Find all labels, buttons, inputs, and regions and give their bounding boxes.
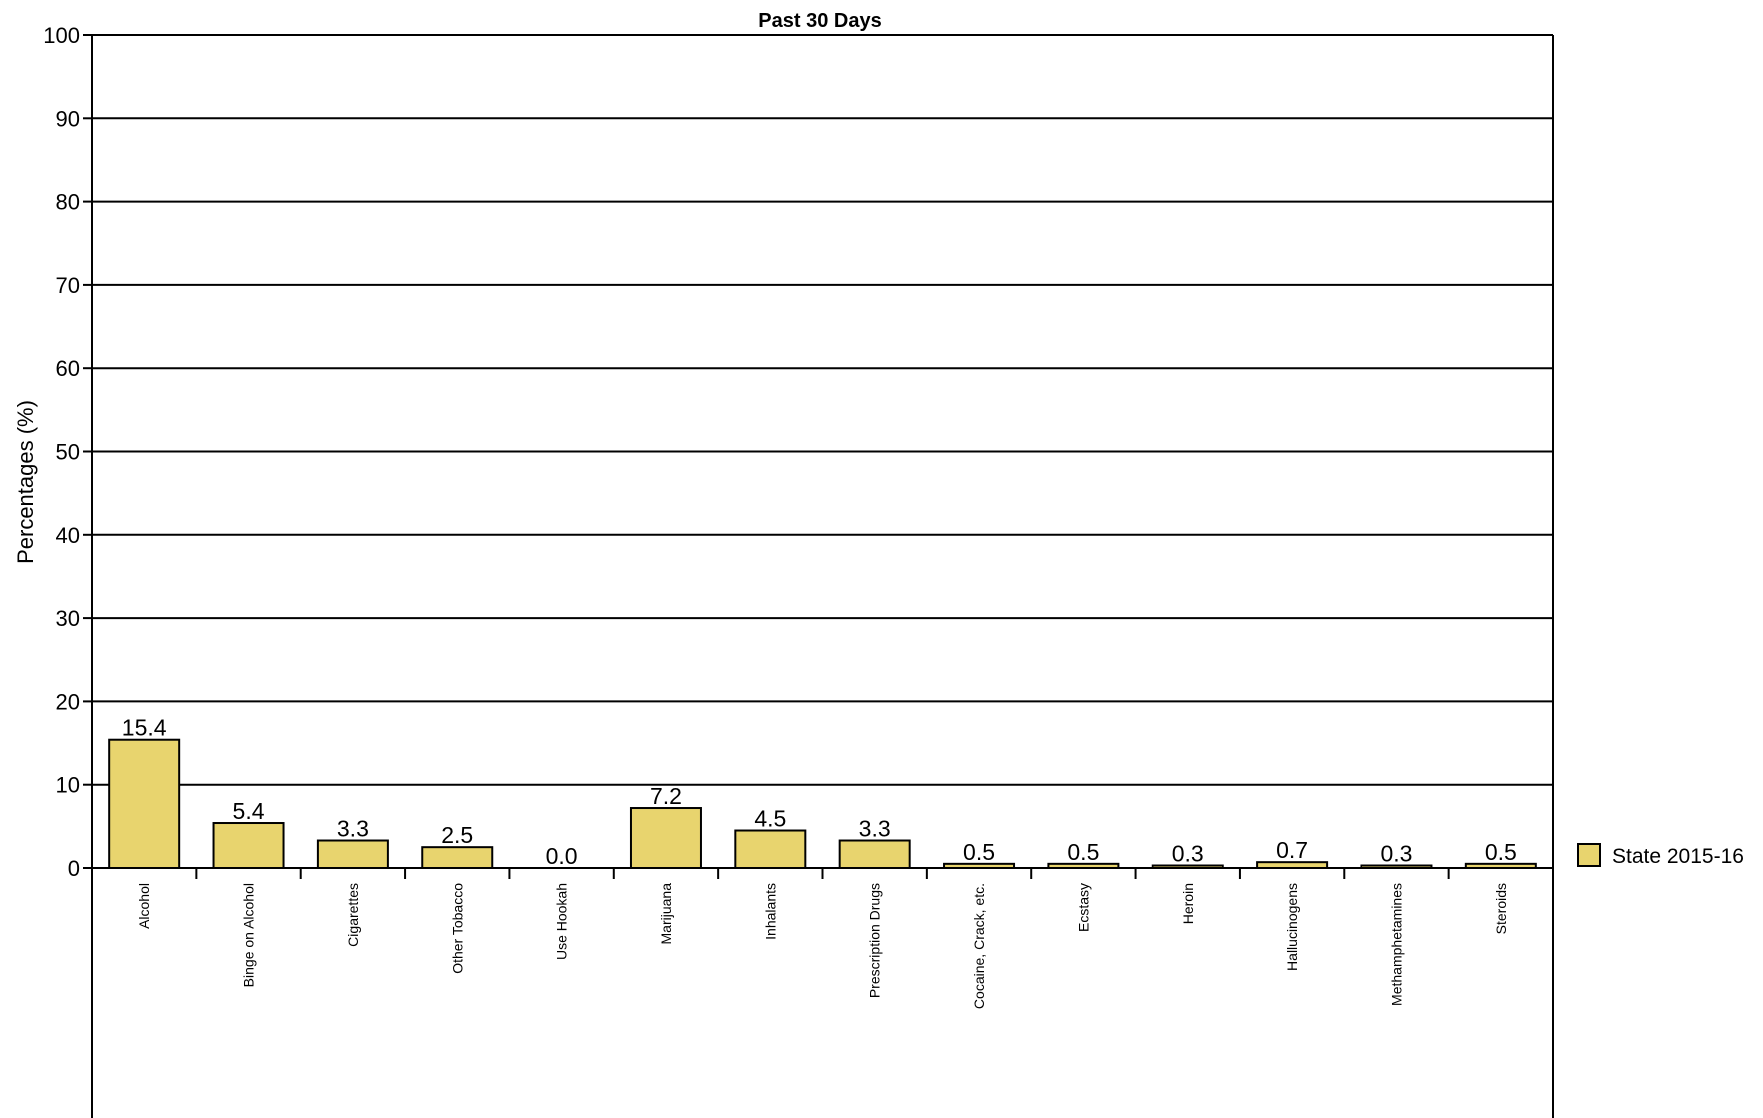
data-label: 15.4 — [122, 715, 167, 741]
data-label: 0.3 — [1172, 841, 1204, 867]
x-tick-label: Marijuana — [658, 883, 674, 945]
bar — [629, 807, 702, 869]
bar — [838, 839, 911, 869]
y-tick-label: 60 — [56, 356, 80, 381]
x-tick-label: Prescription Drugs — [867, 883, 883, 998]
data-label: 4.5 — [754, 806, 786, 832]
x-tick-label: Binge on Alcohol — [241, 883, 257, 987]
x-tick-label: Inhalants — [762, 883, 778, 940]
bar — [734, 829, 807, 870]
y-tick-label: 90 — [56, 106, 80, 131]
bar — [421, 846, 494, 869]
y-tick-label: 100 — [43, 23, 80, 48]
x-tick-label: Cigarettes — [345, 883, 361, 947]
data-label: 0.5 — [1485, 839, 1517, 865]
x-tick-label: Hallucinogens — [1284, 883, 1300, 971]
y-tick-label: 20 — [56, 689, 80, 714]
data-label: 0.5 — [1067, 839, 1099, 865]
y-tick-label: 10 — [56, 773, 80, 798]
x-tick-label: Methamphetamines — [1388, 883, 1404, 1006]
data-label: 0.0 — [546, 843, 578, 869]
chart-title: Past 30 Days — [758, 10, 881, 32]
x-tick-label: Other Tobacco — [449, 883, 465, 974]
data-labels: 15.4 5.4 3.3 2.5 0.0 7.2 4.5 3.3 0.5 0.5 0.3 0.7 0.3… — [122, 715, 1517, 869]
bar — [316, 839, 389, 869]
data-label: 7.2 — [650, 783, 682, 809]
y-tick-label: 40 — [56, 523, 80, 548]
data-label: 3.3 — [859, 816, 891, 842]
bar — [212, 822, 285, 870]
data-label: 0.5 — [963, 839, 995, 865]
x-tick-label: Alcohol — [136, 883, 152, 929]
x-tick-label: Use Hookah — [554, 883, 570, 960]
x-tick-label: Heroin — [1180, 883, 1196, 924]
y-tick-label: 50 — [56, 440, 80, 465]
x-tick-label: Steroids — [1493, 883, 1509, 934]
y-tick-label: 0 — [68, 856, 80, 881]
legend: State 2015-16 — [1577, 843, 1744, 868]
plot-frame — [83, 34, 1554, 1118]
data-label: 0.7 — [1276, 837, 1308, 863]
y-tick-label: 80 — [56, 190, 80, 215]
legend-label: State 2015-16 — [1612, 845, 1744, 868]
legend-swatch — [1577, 843, 1601, 867]
bar — [108, 738, 181, 870]
y-tick-label: 30 — [56, 606, 80, 631]
x-tick-label: Ecstasy — [1075, 883, 1091, 932]
data-label: 2.5 — [441, 822, 473, 848]
bars — [108, 738, 1537, 870]
data-label: 5.4 — [233, 798, 265, 824]
y-axis-ticks: 0 10 20 30 40 50 60 70 80 90 100 — [43, 23, 92, 881]
grid-lines — [92, 34, 1553, 786]
y-tick-label: 70 — [56, 273, 80, 298]
data-label: 0.3 — [1380, 841, 1412, 867]
x-tick-label: Cocaine, Crack, etc. — [971, 883, 987, 1009]
x-axis-ticks: Alcohol Binge on Alcohol Cigarettes Other T… — [136, 868, 1554, 1009]
data-label: 3.3 — [337, 816, 369, 842]
y-axis-title: Percentages (%) — [13, 400, 38, 564]
